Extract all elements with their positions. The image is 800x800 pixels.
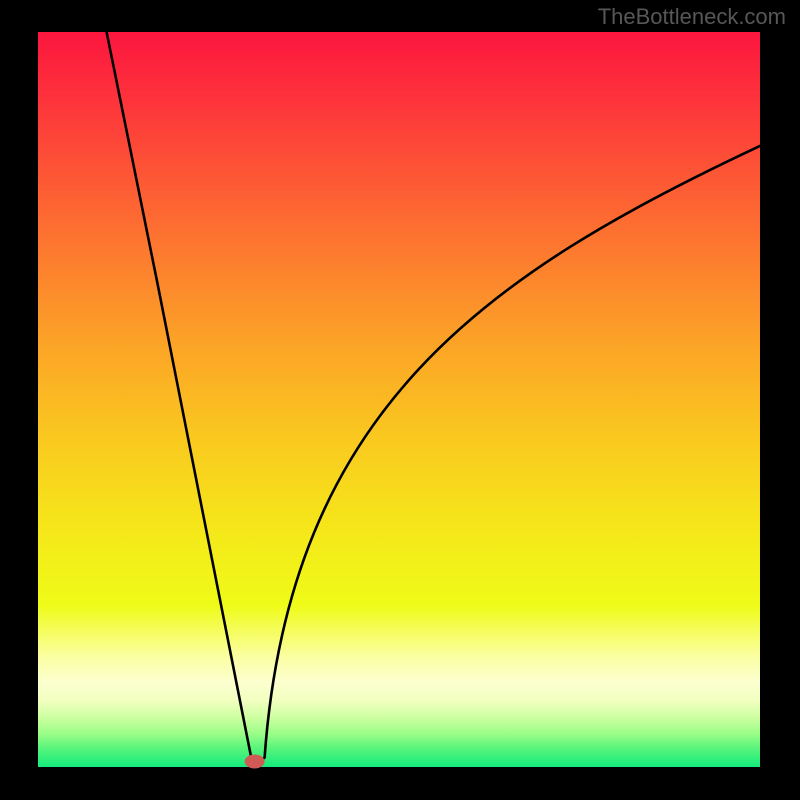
plot-background: [38, 32, 760, 767]
optimum-marker: [245, 754, 265, 768]
bottleneck-chart: [0, 0, 800, 800]
attribution-text: TheBottleneck.com: [598, 6, 786, 28]
chart-canvas: TheBottleneck.com: [0, 0, 800, 800]
